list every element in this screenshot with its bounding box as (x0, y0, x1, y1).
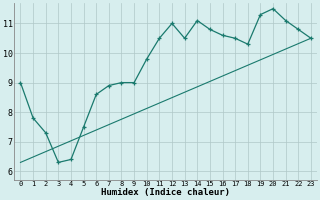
X-axis label: Humidex (Indice chaleur): Humidex (Indice chaleur) (101, 188, 230, 197)
